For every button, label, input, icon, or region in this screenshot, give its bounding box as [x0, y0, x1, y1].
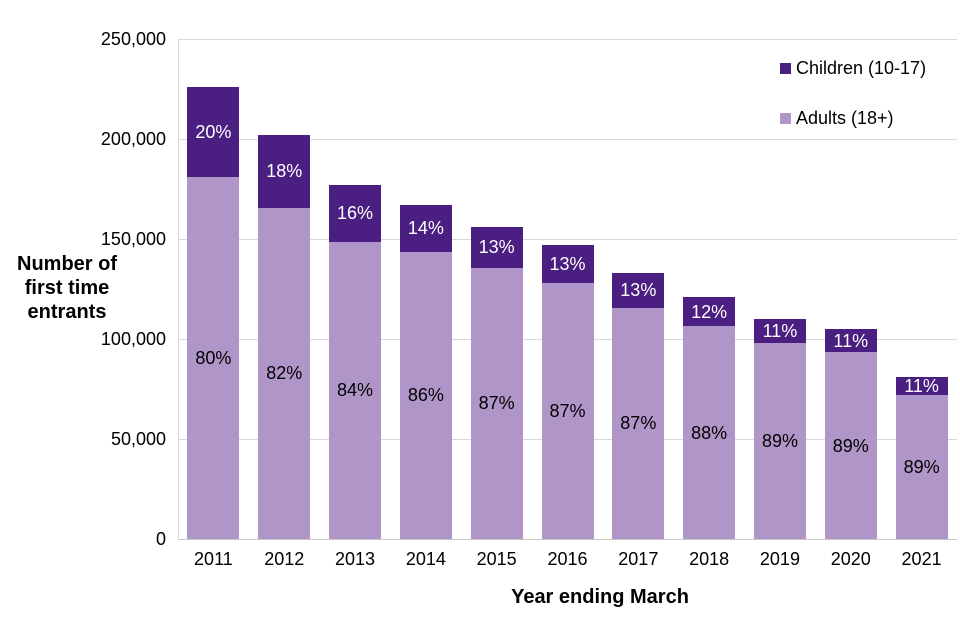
- x-tick-label-2019: 2019: [759, 549, 800, 569]
- bar-percentage-label: 12%: [691, 301, 728, 322]
- y-tick-label: 200,000: [100, 129, 166, 149]
- bar-percentage-label: 88%: [691, 422, 728, 443]
- x-tick-label-2016: 2016: [547, 549, 588, 569]
- bar-percentage-label: 87%: [549, 401, 586, 422]
- bar-segment-adults-2011: 80%: [187, 177, 240, 539]
- bar-segment-adults-2018: 88%: [683, 326, 736, 539]
- bar-segment-children-2020: 11%: [824, 329, 877, 353]
- bar-segment-adults-2020: 89%: [824, 352, 877, 539]
- plot-area: 80% 20% 82% 18% 84% 16% 86% 14% 87% 13% 87% 13% 87% 1…: [178, 39, 957, 539]
- bar-percentage-label: 20%: [195, 122, 232, 143]
- bar-segment-children-2021: 11%: [895, 375, 948, 396]
- gridline-250000: [178, 39, 957, 40]
- y-axis-title: Number of first time entrants: [17, 253, 117, 323]
- bar-percentage-label: 13%: [478, 237, 515, 258]
- bar-segment-adults-2014: 86%: [399, 251, 452, 539]
- legend-swatch-children-icon: [780, 62, 791, 74]
- bar-segment-children-2016: 13%: [541, 245, 594, 284]
- legend-label-adults: Adults (18+): [796, 107, 894, 128]
- legend-item-children: Children (10-17): [780, 58, 955, 78]
- bar-percentage-label: 16%: [337, 203, 374, 224]
- bar-percentage-label: 89%: [903, 456, 940, 477]
- y-tick-label: 250,000: [100, 29, 166, 49]
- y-axis-spine: [178, 39, 179, 540]
- bar-segment-children-2013: 16%: [329, 185, 382, 242]
- bar-percentage-label: 14%: [407, 218, 444, 239]
- bar-percentage-label: 13%: [549, 254, 586, 275]
- gridline-200000: [178, 139, 957, 140]
- x-tick-label-2021: 2021: [901, 549, 942, 569]
- bar-segment-children-2018: 12%: [683, 297, 736, 327]
- bar-segment-adults-2016: 87%: [541, 283, 594, 539]
- x-tick-label-2011: 2011: [194, 549, 233, 569]
- legend-item-adults: Adults (18+): [780, 108, 955, 128]
- x-tick-label-2012: 2012: [264, 549, 305, 569]
- bar-percentage-label: 18%: [266, 161, 303, 182]
- bar-segment-adults-2021: 89%: [895, 394, 948, 539]
- x-tick-label-2013: 2013: [335, 549, 376, 569]
- x-axis-tick-labels: 2011 2012 2013 2014 2015 2016 2017 2018 2019 2020…: [178, 548, 957, 570]
- bar-segment-children-2017: 13%: [612, 273, 665, 308]
- bar-percentage-label: 11%: [833, 330, 869, 351]
- bar-segment-children-2019: 11%: [753, 319, 806, 344]
- x-axis-title: Year ending March: [511, 586, 689, 608]
- bar-percentage-label: 11%: [762, 321, 798, 342]
- bar-segment-adults-2017: 87%: [612, 307, 665, 539]
- bar-segment-adults-2019: 89%: [753, 343, 806, 539]
- bar-percentage-label: 84%: [337, 380, 374, 401]
- bar-percentage-label: 82%: [266, 363, 303, 384]
- x-tick-label-2018: 2018: [689, 549, 730, 569]
- bar-segment-children-2015: 13%: [470, 227, 523, 268]
- bar-segment-children-2014: 14%: [399, 205, 452, 252]
- x-tick-label-2020: 2020: [830, 549, 871, 569]
- bar-segment-adults-2013: 84%: [329, 241, 382, 539]
- bar-percentage-label: 11%: [904, 375, 939, 396]
- x-tick-label-2014: 2014: [405, 549, 446, 569]
- bar-percentage-label: 13%: [620, 280, 657, 301]
- gridline-150000: [178, 239, 957, 240]
- legend: Children (10-17) Adults (18+): [780, 58, 955, 158]
- bar-segment-adults-2015: 87%: [470, 267, 523, 539]
- bar-segment-children-2012: 18%: [258, 135, 311, 208]
- bar-percentage-label: 89%: [832, 435, 869, 456]
- bar-percentage-label: 80%: [195, 348, 232, 369]
- legend-swatch-adults-icon: [780, 112, 791, 124]
- x-tick-label-2017: 2017: [618, 549, 659, 569]
- y-tick-label: 100,000: [100, 329, 166, 349]
- bar-percentage-label: 89%: [761, 431, 798, 452]
- x-axis-line: [178, 539, 957, 540]
- bar-segment-adults-2012: 82%: [258, 207, 311, 539]
- bar-percentage-label: 87%: [620, 413, 657, 434]
- bar-percentage-label: 87%: [478, 393, 515, 414]
- legend-label-children: Children (10-17): [796, 57, 927, 78]
- y-tick-label: 0: [155, 529, 166, 549]
- bar-percentage-label: 86%: [407, 385, 444, 406]
- bar-segment-children-2011: 20%: [187, 87, 240, 178]
- y-tick-label: 50,000: [110, 429, 166, 449]
- y-tick-label: 150,000: [100, 229, 166, 249]
- x-tick-label-2015: 2015: [476, 549, 517, 569]
